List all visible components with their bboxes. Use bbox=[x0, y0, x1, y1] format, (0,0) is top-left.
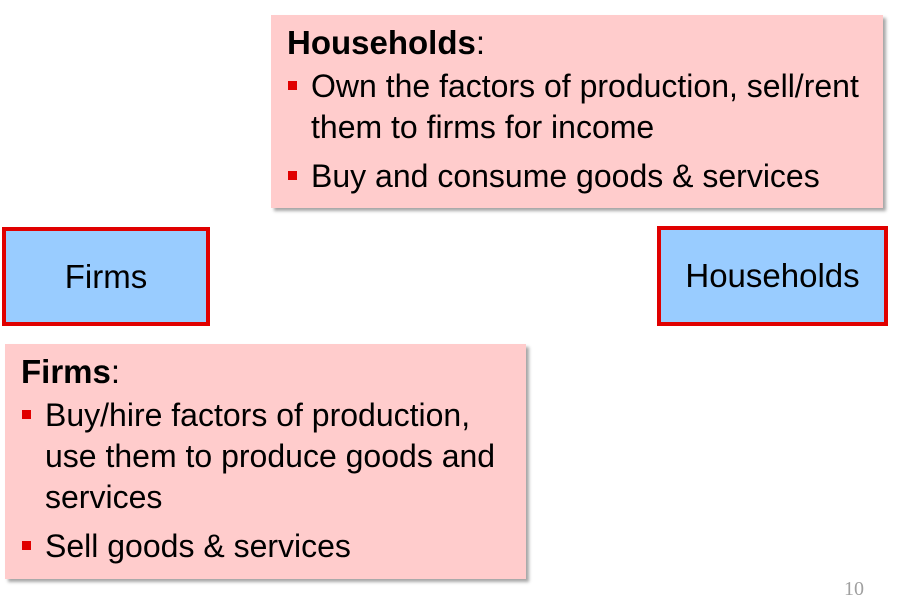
square-bullet-icon bbox=[22, 541, 31, 550]
firms-bullet-item: Buy/hire factors of production, use them… bbox=[21, 395, 512, 518]
firms-bullet-text: Sell goods & services bbox=[45, 528, 351, 564]
households-bullet-item: Own the factors of production, sell/rent… bbox=[287, 66, 869, 148]
households-box-label: Households bbox=[685, 257, 860, 294]
households-callout-title: Households: bbox=[287, 23, 869, 63]
firms-callout: Firms: Buy/hire factors of production, u… bbox=[5, 344, 526, 579]
firms-bullet-item: Sell goods & services bbox=[21, 526, 512, 567]
households-title-text: Households bbox=[287, 24, 476, 61]
firms-bullet-list: Buy/hire factors of production, use them… bbox=[21, 395, 512, 567]
firms-box-label: Firms bbox=[64, 257, 148, 295]
firms-title-text: Firms bbox=[21, 353, 111, 390]
square-bullet-icon bbox=[22, 410, 31, 419]
square-bullet-icon bbox=[288, 171, 297, 180]
square-bullet-icon bbox=[288, 81, 297, 90]
households-title-colon: : bbox=[475, 24, 486, 61]
households-callout: Households: Own the factors of productio… bbox=[271, 15, 883, 208]
firms-box: Firms bbox=[2, 227, 210, 326]
households-bullet-text: Own the factors of production, sell/rent… bbox=[311, 68, 859, 145]
households-bullet-text: Buy and consume goods & services bbox=[311, 158, 820, 194]
firms-bullet-text: Buy/hire factors of production, use them… bbox=[45, 397, 496, 515]
slide-number: 10 bbox=[844, 578, 864, 600]
households-bullet-list: Own the factors of production, sell/rent… bbox=[287, 66, 869, 197]
firms-callout-title: Firms: bbox=[21, 352, 512, 392]
households-box: Households bbox=[657, 226, 888, 326]
firms-title-colon: : bbox=[110, 353, 121, 390]
households-bullet-item: Buy and consume goods & services bbox=[287, 156, 869, 197]
